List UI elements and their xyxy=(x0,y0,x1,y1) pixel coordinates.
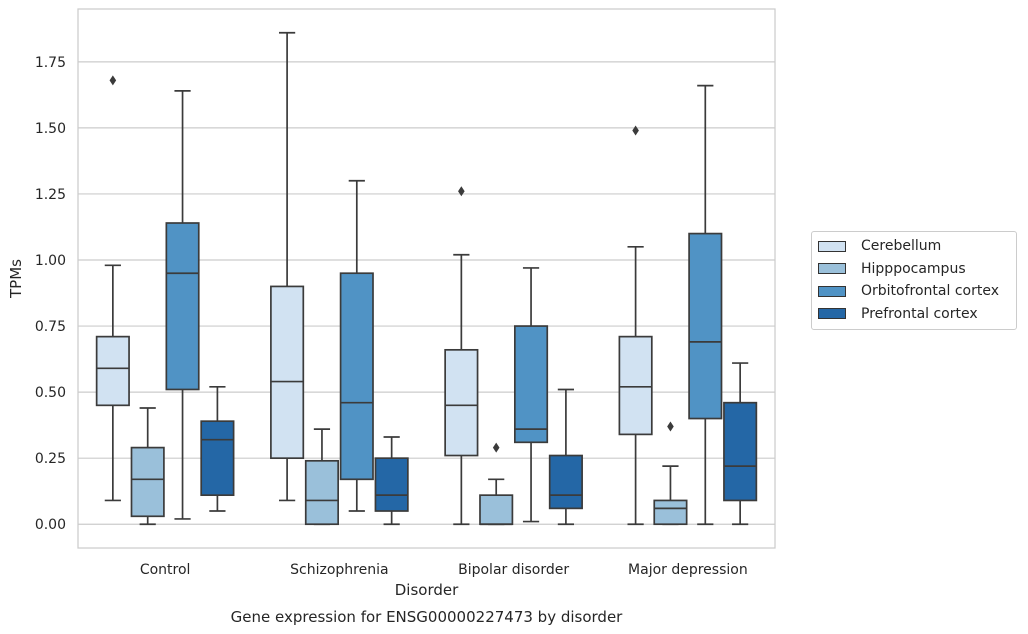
box-cerebellum-major-depression xyxy=(618,125,653,526)
box-orbitofrontal-cortex-schizophrenia xyxy=(339,179,374,512)
box-iqr xyxy=(339,272,374,481)
box-orbitofrontal-cortex-bipolar-disorder xyxy=(513,267,549,523)
legend-label: Hipppocampus xyxy=(861,260,966,277)
legend-swatch-orbitofrontal-cortex xyxy=(818,285,846,297)
box-hipppocampus-major-depression xyxy=(653,421,688,526)
box-orbitofrontal-cortex-major-depression xyxy=(688,84,723,526)
y-tick-label: 1.75 xyxy=(35,55,66,71)
box-hipppocampus-bipolar-disorder xyxy=(479,442,514,526)
legend-label: Cerebellum xyxy=(861,238,942,255)
y-tick-label: 0.50 xyxy=(35,385,66,401)
chart-title: Gene expression for ENSG00000227473 by d… xyxy=(231,608,624,626)
legend-swatch-cerebellum xyxy=(818,240,846,252)
outlier-point xyxy=(109,75,117,86)
box-prefrontal-cortex-control xyxy=(200,385,235,512)
outlier-point xyxy=(632,125,639,136)
legend-swatch-hippocampus xyxy=(818,263,846,275)
box-cerebellum-schizophrenia xyxy=(270,31,305,502)
y-tick-label: 0.00 xyxy=(35,517,66,533)
box-prefrontal-cortex-bipolar-disorder xyxy=(548,388,583,526)
y-axis-ticks: 0.00 0.25 0.50 0.75 1.00 1.25 1.50 1.75 xyxy=(35,55,66,533)
x-tick-label: Schizophrenia xyxy=(290,562,388,578)
box-iqr xyxy=(374,457,409,512)
box-iqr xyxy=(304,459,340,526)
legend-item-orbitofrontal-cortex: Orbitofrontal cortex xyxy=(812,280,1016,303)
y-tick-label: 1.00 xyxy=(35,253,66,269)
box-iqr xyxy=(130,446,165,518)
box-iqr xyxy=(95,335,130,407)
outlier-point xyxy=(667,421,674,432)
y-tick-label: 0.75 xyxy=(35,319,66,335)
y-axis-label: TPMs xyxy=(7,259,25,299)
x-tick-label: Bipolar disorder xyxy=(458,562,569,578)
box-prefrontal-cortex-schizophrenia xyxy=(374,436,409,526)
box-iqr xyxy=(200,420,235,497)
legend-label: Prefrontal cortex xyxy=(861,305,978,322)
x-axis-ticks: Control Schizophrenia Bipolar disorder Majo… xyxy=(140,562,748,578)
box-hipppocampus-schizophrenia xyxy=(304,428,340,526)
legend-label: Orbitofrontal cortex xyxy=(861,283,999,300)
box-prefrontal-cortex-major-depression xyxy=(723,362,758,526)
x-axis-label: Disorder xyxy=(395,581,459,599)
box-cerebellum-bipolar-disorder xyxy=(444,186,479,526)
box-iqr xyxy=(548,454,583,510)
box-iqr xyxy=(688,232,723,420)
legend-item-cerebellum: Cerebellum xyxy=(812,235,1016,258)
outlier-point xyxy=(492,442,500,453)
box-iqr xyxy=(270,285,305,460)
legend-item-prefrontal-cortex: Prefrontal cortex xyxy=(812,303,1016,326)
y-tick-label: 1.25 xyxy=(35,187,66,203)
box-orbitofrontal-cortex-control xyxy=(165,90,200,520)
y-tick-label: 0.25 xyxy=(35,451,66,467)
legend: Cerebellum Hipppocampus Orbitofrontal co… xyxy=(811,231,1017,330)
box-iqr xyxy=(165,222,200,391)
box-cerebellum-control xyxy=(95,75,130,502)
box-iqr xyxy=(513,325,549,444)
box-iqr xyxy=(479,494,514,526)
box-plot-area xyxy=(95,31,758,526)
y-tick-label: 1.50 xyxy=(35,121,66,137)
x-tick-label: Control xyxy=(140,562,191,578)
x-tick-label: Major depression xyxy=(628,562,748,578)
box-iqr xyxy=(653,499,688,526)
box-hipppocampus-control xyxy=(130,407,165,526)
plot-frame xyxy=(77,8,776,549)
box-iqr xyxy=(444,348,479,457)
box-iqr xyxy=(618,335,653,436)
legend-item-hippocampus: Hipppocampus xyxy=(812,258,1016,281)
legend-swatch-prefrontal-cortex xyxy=(818,308,846,320)
outlier-point xyxy=(458,186,465,197)
box-iqr xyxy=(723,401,758,502)
